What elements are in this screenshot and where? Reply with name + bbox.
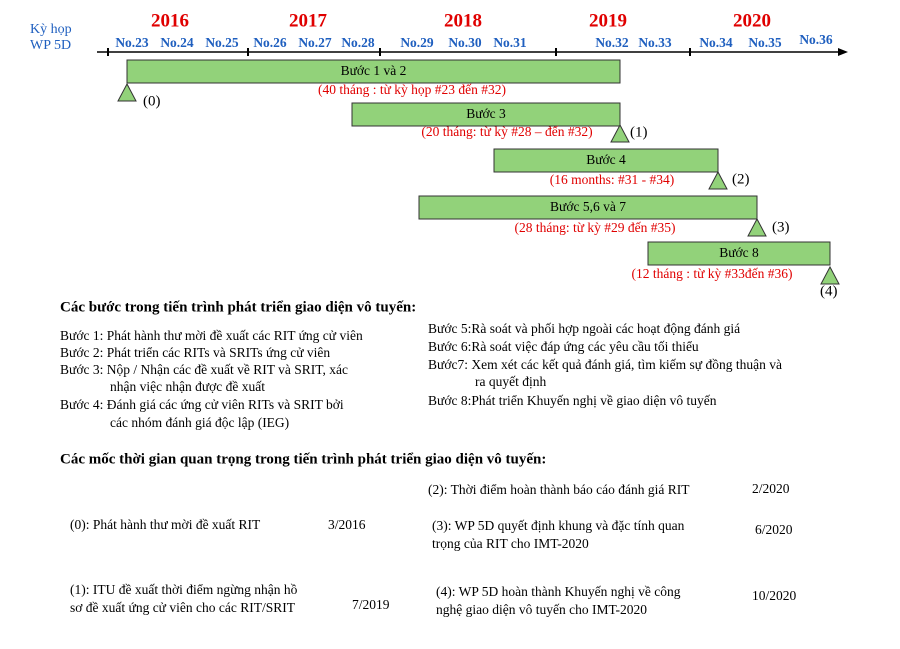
milestone-date: 6/2020 xyxy=(755,522,793,537)
step-description: Bước 2: Phát triển các RITs và SRITs ứng… xyxy=(60,345,330,360)
milestone-marker xyxy=(820,265,840,285)
meeting-label: No.25 xyxy=(205,35,239,50)
header-label: WP 5D xyxy=(30,38,71,53)
meeting-label: No.31 xyxy=(493,35,527,50)
meeting-label: No.29 xyxy=(400,35,434,50)
milestone-label: (2) xyxy=(732,171,750,187)
step-label: Bước 5,6 và 7 xyxy=(550,199,626,214)
milestone-description: (1): ITU đề xuất thời điểm ngừng nhận hồ xyxy=(70,582,298,597)
step-description: ra quyết định xyxy=(475,374,546,389)
meeting-label: No.26 xyxy=(253,35,287,50)
year-label: 2019 xyxy=(589,10,627,31)
step-description: nhận việc nhận được đề xuất xyxy=(110,379,265,394)
step-duration: (28 tháng: từ kỳ #29 đến #35) xyxy=(514,220,675,235)
meeting-label: No.27 xyxy=(298,35,332,50)
step-duration: (20 tháng: từ kỳ #28 – đến #32) xyxy=(421,124,592,139)
step-label: Bước 8 xyxy=(719,245,759,260)
axis-arrow xyxy=(838,48,848,56)
milestone-marker xyxy=(610,123,630,143)
milestone-label: (1) xyxy=(630,124,648,140)
meeting-label: No.33 xyxy=(638,35,672,50)
meeting-label: No.23 xyxy=(115,35,149,50)
milestone-description: trọng của RIT cho IMT-2020 xyxy=(432,536,589,551)
step-description: Bước7: Xem xét các kết quả đánh giá, tìm… xyxy=(428,357,782,372)
step-description: Bước 3: Nộp / Nhận các đề xuất về RIT và… xyxy=(60,362,348,377)
milestone-marker xyxy=(708,170,728,190)
year-label: 2018 xyxy=(444,10,482,31)
step-description: Bước 8:Phát triển Khuyến nghị về giao di… xyxy=(428,393,717,408)
milestone-description: (3): WP 5D quyết định khung và đặc tính … xyxy=(432,518,685,533)
section-title: Các bước trong tiến trình phát triển gia… xyxy=(60,299,416,315)
step-bar xyxy=(647,241,831,266)
milestone-date: 10/2020 xyxy=(752,588,797,603)
step-bar xyxy=(351,102,621,127)
milestone-description: sơ đề xuất ứng cử viên cho các RIT/SRIT xyxy=(70,600,296,615)
step-description: Bước 4: Đánh giá các ứng cử viên RITs và… xyxy=(60,397,344,412)
step-duration: (40 tháng : từ kỳ họp #23 đến #32) xyxy=(318,82,506,97)
meeting-label: No.34 xyxy=(699,35,733,50)
milestone-date: 3/2016 xyxy=(328,517,366,532)
year-label: 2016 xyxy=(151,10,189,31)
milestone-description: (0): Phát hành thư mời đề xuất RIT xyxy=(70,517,261,532)
section-title: Các mốc thời gian quan trọng trong tiến … xyxy=(60,451,546,467)
step-bar xyxy=(418,195,758,220)
step-label: Bước 3 xyxy=(466,106,506,121)
meeting-label: No.32 xyxy=(595,35,629,50)
step-duration: (12 tháng : từ kỳ #33đến #36) xyxy=(631,266,792,281)
milestone-description: nghệ giao diện vô tuyến cho IMT-2020 xyxy=(436,602,647,617)
step-description: Bước 6:Rà soát việc đáp ứng các yêu cầu … xyxy=(428,339,699,354)
milestone-marker xyxy=(117,82,137,102)
step-description: các nhóm đánh giá độc lập (IEG) xyxy=(110,415,289,430)
milestone-description: (4): WP 5D hoàn thành Khuyến nghị về côn… xyxy=(436,584,681,599)
meeting-label: No.24 xyxy=(160,35,194,50)
year-label: 2020 xyxy=(733,10,771,31)
meeting-label: No.30 xyxy=(448,35,482,50)
milestone-label: (0) xyxy=(143,93,161,109)
meeting-label: No.28 xyxy=(341,35,375,50)
milestone-date: 2/2020 xyxy=(752,481,790,496)
milestone-label: (4) xyxy=(820,283,838,299)
step-description: Bước 1: Phát hành thư mời đề xuất các RI… xyxy=(60,328,363,343)
step-label: Bước 4 xyxy=(586,152,626,167)
step-description: Bước 5:Rà soát và phối hợp ngoài các hoạ… xyxy=(428,321,740,336)
milestone-date: 7/2019 xyxy=(352,597,390,612)
step-bar xyxy=(126,59,621,84)
meeting-label: No.35 xyxy=(748,35,782,50)
meeting-label: No.36 xyxy=(799,32,833,47)
header-label: Kỳ họp xyxy=(30,22,72,37)
step-duration: (16 months: #31 - #34) xyxy=(550,172,675,187)
milestone-description: (2): Thời điểm hoàn thành báo cáo đánh g… xyxy=(428,482,690,497)
year-label: 2017 xyxy=(289,10,328,31)
step-bar xyxy=(493,148,719,173)
step-label: Bước 1 và 2 xyxy=(341,63,407,78)
milestone-label: (3) xyxy=(772,219,790,235)
milestone-marker xyxy=(747,217,767,237)
